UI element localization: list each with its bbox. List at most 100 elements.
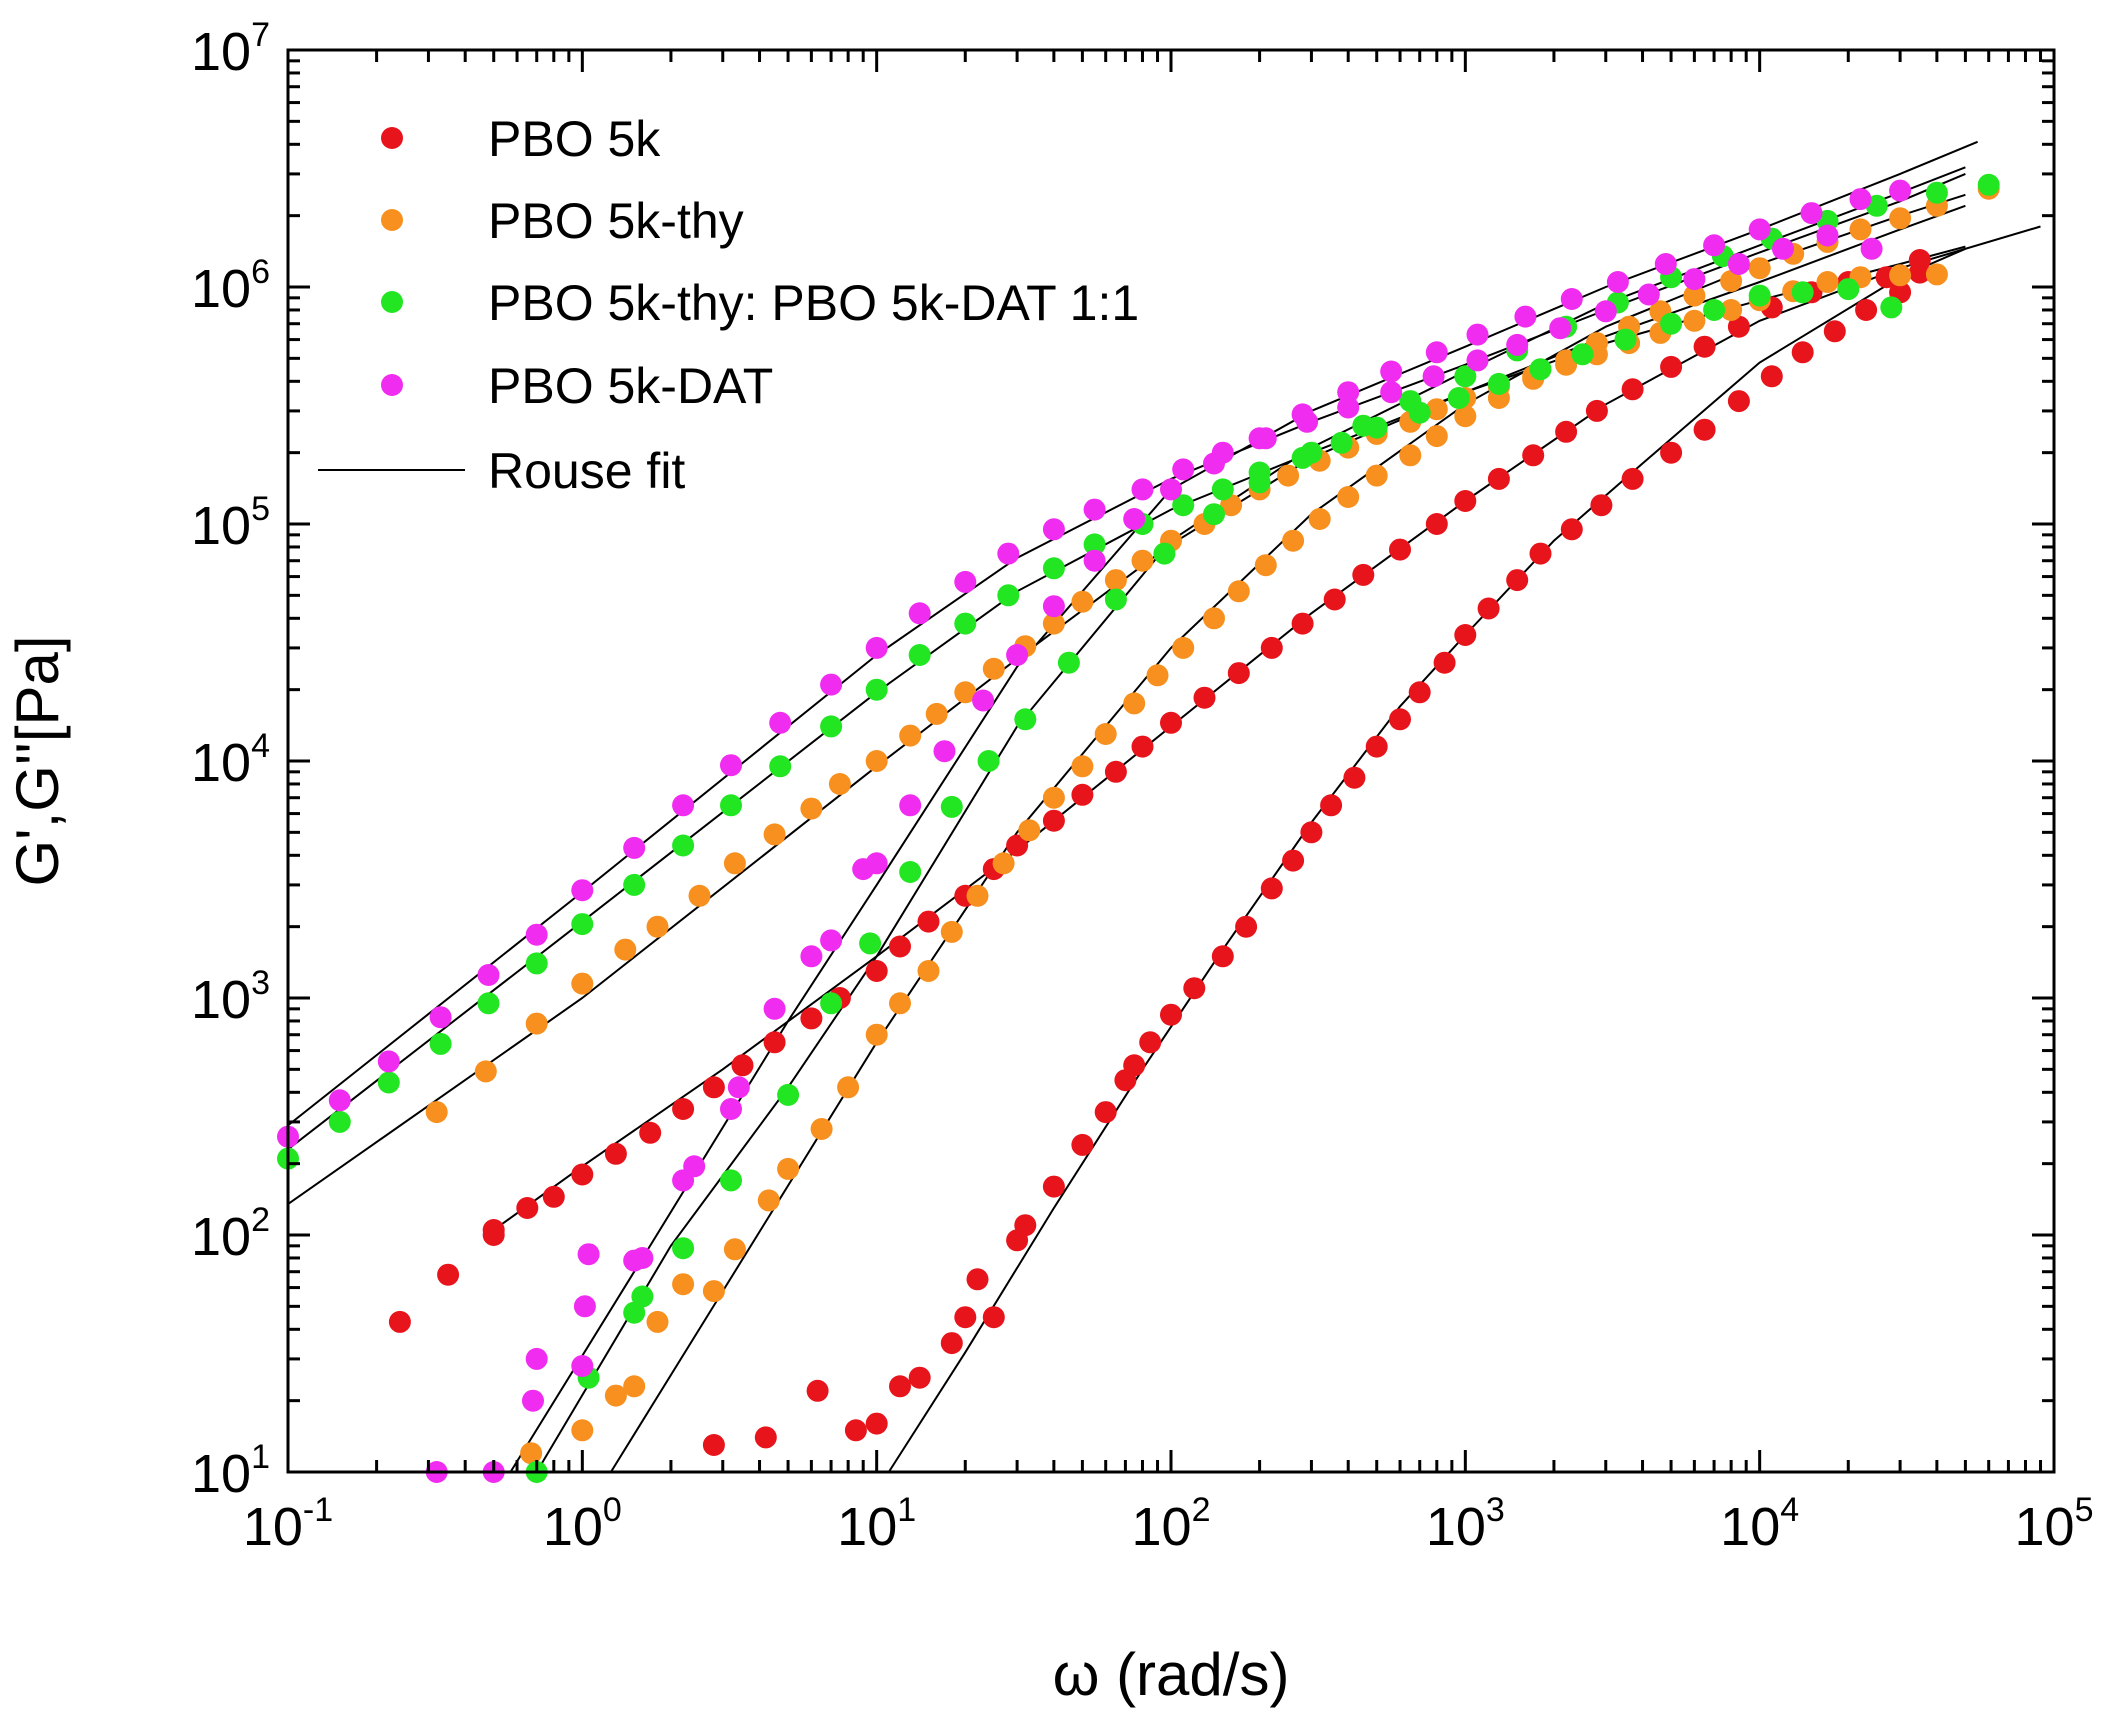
data-point: [1514, 305, 1537, 328]
data-point: [573, 1295, 596, 1318]
data-point: [1006, 644, 1029, 666]
data-point: [1131, 549, 1154, 572]
data-point: [1343, 766, 1366, 789]
data-point: [1748, 257, 1771, 280]
legend-label: PBO 5k-DAT: [488, 358, 773, 414]
data-point: [429, 1032, 452, 1055]
data-point: [1855, 299, 1878, 321]
data-point: [899, 861, 922, 883]
data-point: [1071, 783, 1094, 806]
data-point: [727, 1076, 750, 1099]
data-point: [429, 1006, 452, 1029]
legend-item: Rouse fit: [318, 443, 685, 499]
data-point: [820, 992, 843, 1015]
data-point: [844, 1419, 867, 1442]
data-point: [1260, 877, 1283, 900]
tick-labels: 10-1 100 101 102 103 104 105 101 102 103 104 105 106…: [191, 16, 2094, 1557]
data-point: [865, 750, 888, 772]
data-point: [1425, 425, 1448, 448]
data-point: [1282, 529, 1305, 552]
data-point: [1104, 588, 1127, 611]
data-point: [1683, 309, 1706, 332]
data-point: [1703, 234, 1726, 257]
data-point: [720, 1098, 742, 1120]
legend-marker: [381, 127, 403, 149]
data-point: [763, 823, 786, 846]
data-point: [1727, 253, 1750, 275]
data-point: [1860, 237, 1883, 260]
data-point: [1590, 494, 1613, 517]
data-point: [1320, 794, 1343, 817]
data-point: [1422, 365, 1445, 388]
data-point: [865, 1023, 888, 1046]
data-point: [1889, 207, 1912, 230]
data-point: [1014, 708, 1037, 731]
data-point: [800, 1007, 823, 1030]
data-point: [1352, 414, 1375, 437]
data-point: [525, 1012, 548, 1035]
data-point: [1042, 809, 1065, 832]
legend-label: PBO 5k-thy: PBO 5k-DAT 1:1: [488, 275, 1139, 331]
data-point: [1908, 249, 1931, 271]
data-point: [571, 1355, 594, 1377]
data-point: [1977, 173, 2000, 196]
legend-label: PBO 5k: [488, 111, 661, 167]
data-point: [865, 636, 888, 659]
data-point: [810, 1118, 833, 1140]
data-point: [1720, 270, 1743, 292]
data-point: [604, 1384, 627, 1407]
data-point: [899, 794, 922, 817]
data-point: [723, 1238, 746, 1261]
data-point: [1277, 464, 1300, 487]
data-point: [542, 1185, 565, 1208]
data-point: [388, 1310, 411, 1333]
data-point: [800, 945, 823, 968]
data-point: [1337, 486, 1360, 508]
x-tick-label: 105: [2015, 1491, 2094, 1557]
data-point: [1571, 343, 1594, 366]
data-point: [889, 935, 911, 958]
rouse-fit-line-2: [887, 247, 1966, 1473]
data-point: [639, 1121, 662, 1144]
data-point: [982, 657, 1005, 680]
data-point: [908, 602, 931, 625]
data-point: [865, 960, 888, 982]
legend-label: Rouse fit: [488, 443, 685, 499]
data-point: [720, 754, 742, 777]
data-point: [899, 724, 922, 747]
x-tick-label: 100: [543, 1491, 622, 1557]
data-point: [1614, 328, 1637, 351]
data-point: [1555, 420, 1578, 443]
data-point: [1083, 498, 1106, 521]
x-tick-label: 10-1: [243, 1491, 333, 1557]
data-point: [1849, 218, 1872, 241]
y-axis-title: G',G''[Pa]: [4, 635, 71, 886]
data-point: [1889, 179, 1912, 202]
data-point: [1425, 341, 1448, 364]
data-point: [940, 920, 963, 943]
data-point: [1791, 281, 1814, 304]
data-point: [1172, 636, 1195, 659]
data-point: [604, 1142, 627, 1165]
data-point: [474, 1060, 497, 1083]
data-point: [377, 1050, 400, 1073]
data-point: [1235, 915, 1258, 938]
series-4: [520, 177, 2000, 1465]
data-point: [1330, 431, 1353, 454]
data-point: [1660, 441, 1683, 464]
data-point: [1083, 533, 1106, 556]
data-point: [437, 1263, 460, 1286]
data-point: [377, 1071, 400, 1094]
data-point: [1248, 471, 1271, 494]
data-point: [966, 1268, 989, 1291]
x-tick-label: 102: [1132, 1491, 1211, 1557]
data-point: [1160, 478, 1182, 501]
data-point: [1889, 264, 1912, 287]
data-point: [1529, 358, 1552, 381]
data-point: [1683, 268, 1706, 291]
data-point: [1094, 723, 1117, 745]
data-point: [516, 1197, 539, 1219]
data-point: [806, 1379, 829, 1402]
data-point: [571, 913, 594, 936]
data-point: [865, 1412, 888, 1435]
